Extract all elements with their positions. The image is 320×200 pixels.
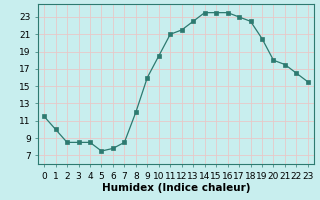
X-axis label: Humidex (Indice chaleur): Humidex (Indice chaleur): [102, 183, 250, 193]
